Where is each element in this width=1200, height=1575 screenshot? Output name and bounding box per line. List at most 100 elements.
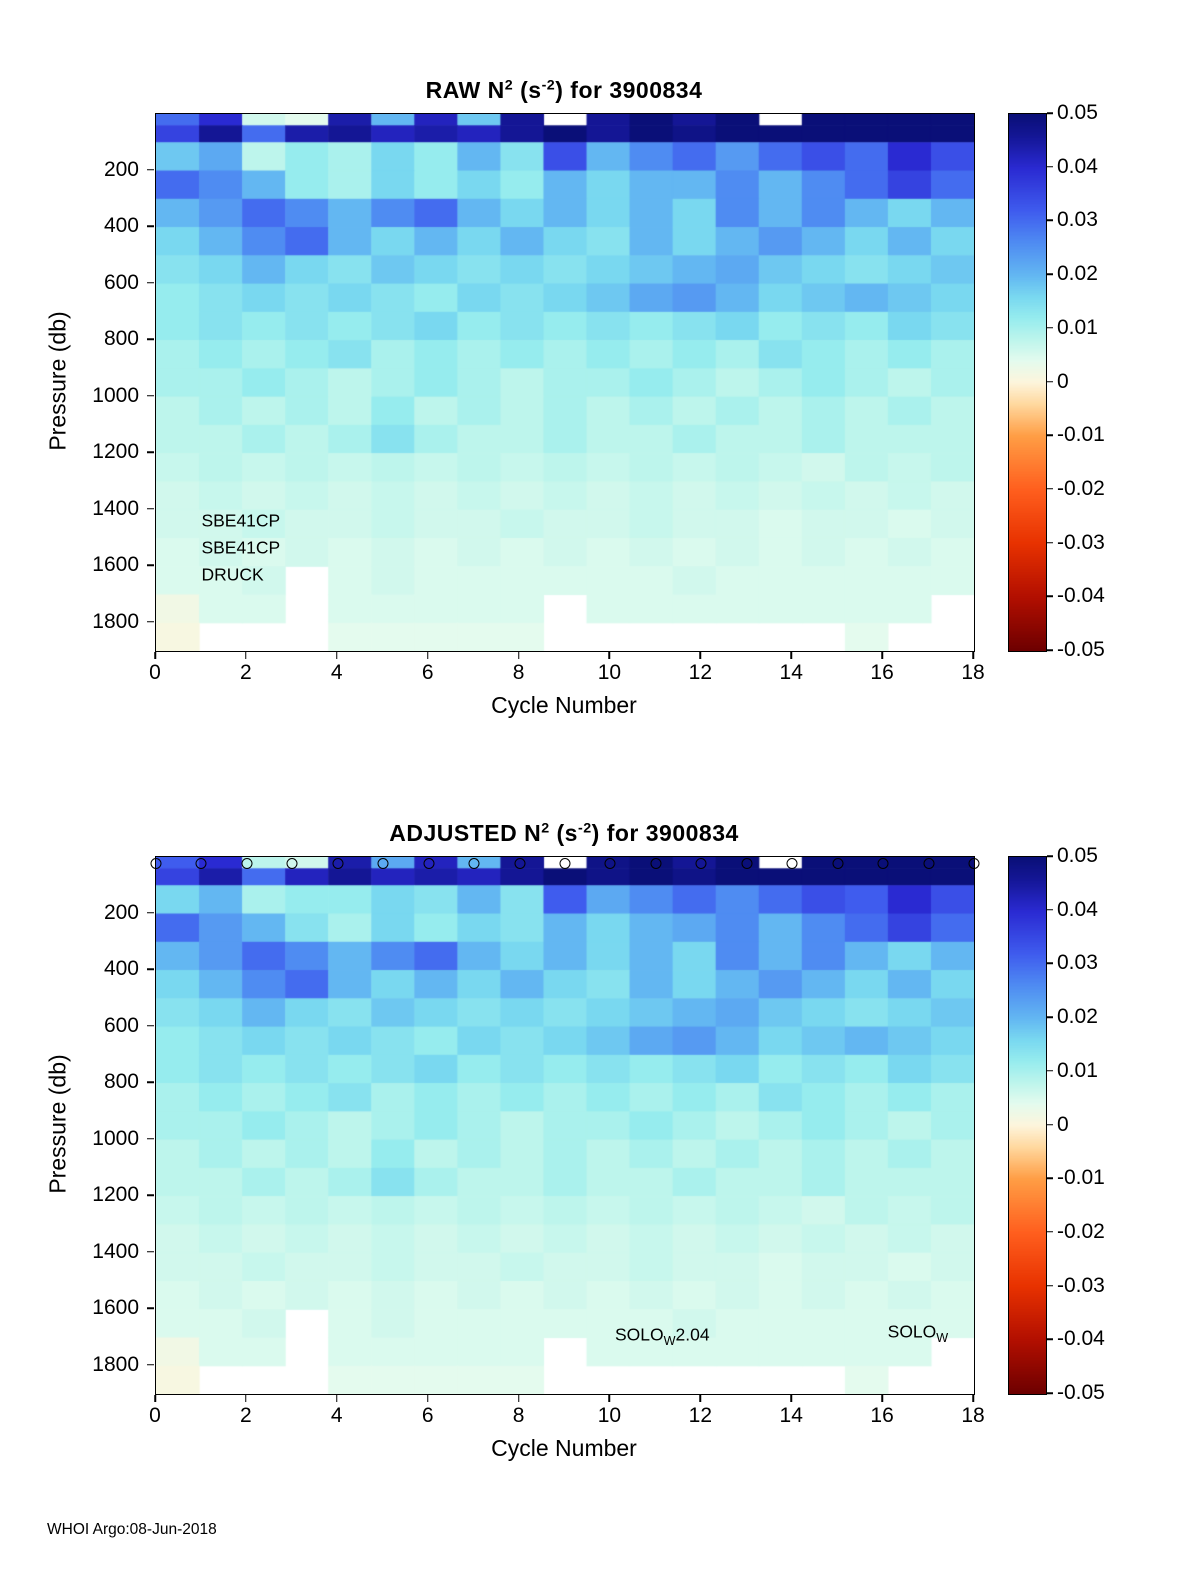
colorbar-tick-mark <box>1047 1392 1053 1394</box>
title-text: ) for 3900834 <box>591 820 739 846</box>
plot-annotation: SBE41CP <box>201 510 280 531</box>
annotation-text: SOLO <box>887 1321 937 1342</box>
colorbar-tick-mark <box>1047 962 1053 965</box>
colorbar-tick-mark <box>1047 380 1053 383</box>
y-tick-mark <box>147 968 154 970</box>
x-tick-label: 8 <box>512 661 525 684</box>
colorbar-tick-label: 0.02 <box>1057 262 1098 286</box>
colorbar-tick-label: 0 <box>1057 369 1069 393</box>
x-tick-mark <box>426 1395 429 1402</box>
cycle-marker-circle <box>241 858 253 869</box>
y-tick-label: 1200 <box>92 1183 139 1207</box>
colorbar-tick-mark <box>1047 434 1053 436</box>
x-tick-label: 12 <box>688 661 713 684</box>
x-tick-mark <box>154 652 156 659</box>
x-tick-label: 16 <box>870 661 894 684</box>
annotation-subscript: W <box>936 1330 949 1345</box>
cycle-marker-circle <box>286 858 298 869</box>
title-text: ) for 3900834 <box>555 77 703 103</box>
colorbar-tick-labels: 0.05 0.04 0.03 0.02 0.01 0 -0.01 -0.02 -0.03 -0.0… <box>1047 844 1127 1404</box>
annotation-text: SBE41CP <box>201 510 281 531</box>
y-axis-label: Pressure (db) <box>44 1054 71 1194</box>
colorbar-tick-label: 0.03 <box>1057 951 1098 975</box>
x-tick-label: 12 <box>688 1404 713 1427</box>
title-superscript: -2 <box>541 77 556 94</box>
title-text: RAW N <box>425 77 505 103</box>
y-tick-mark <box>147 1250 154 1253</box>
x-tick-mark <box>699 652 702 659</box>
title-text: ADJUSTED N <box>389 820 542 846</box>
colorbar-tick-label: -0.03 <box>1057 1273 1105 1297</box>
x-tick-label: 10 <box>597 1404 622 1427</box>
x-tick-mark <box>790 1395 792 1402</box>
colorbar-tick-mark <box>1047 273 1053 275</box>
colorbar-tick-label: 0.05 <box>1057 844 1098 867</box>
cycle-marker-circle <box>377 858 389 869</box>
colorbar-tick-label: 0.01 <box>1057 315 1098 339</box>
colorbar-tick-label: -0.01 <box>1057 423 1105 447</box>
y-tick-label: 1800 <box>92 609 139 633</box>
colorbar-tick-mark <box>1047 1123 1053 1126</box>
y-axis-ticks: 200 400 600 800 1000 1200 1400 1600 1800 <box>0 856 155 1393</box>
colorbar-tick-mark <box>1047 541 1053 544</box>
colorbar-tick-labels: 0.05 0.04 0.03 0.02 0.01 0 -0.01 -0.02 -0.03 -0.0… <box>1047 101 1127 661</box>
title-text: (s <box>513 77 542 103</box>
cycle-marker-circle <box>923 858 935 869</box>
y-axis-ticks: 200 400 600 800 1000 1200 1400 1600 1800 <box>0 113 155 650</box>
x-tick-label: 6 <box>421 661 434 684</box>
y-tick-mark <box>147 911 154 914</box>
x-tick-mark <box>336 1395 338 1402</box>
x-tick-label: 2 <box>240 1404 252 1427</box>
title-superscript: 2 <box>504 77 514 94</box>
x-axis-ticks: 0 2 4 6 8 10 12 14 16 18 <box>149 1395 985 1439</box>
cycle-marker-circle <box>968 858 980 869</box>
y-tick-mark <box>147 1363 154 1366</box>
x-tick-label: 16 <box>870 1404 894 1427</box>
plot-annotation: DRUCK <box>201 564 263 585</box>
y-tick-label: 200 <box>103 157 139 181</box>
colorbar-tick-mark <box>1047 1338 1053 1341</box>
y-tick-label: 200 <box>103 900 139 924</box>
x-tick-mark <box>517 1395 520 1402</box>
y-tick-mark <box>147 168 154 171</box>
x-tick-mark <box>972 1395 974 1402</box>
y-tick-label: 600 <box>103 270 139 294</box>
colorbar-tick-mark <box>1047 855 1053 857</box>
x-tick-mark <box>245 1395 247 1402</box>
title-superscript: 2 <box>541 820 550 837</box>
colorbar-tick-mark <box>1047 165 1053 168</box>
x-axis-ticks: 0 2 4 6 8 10 12 14 16 18 <box>149 652 985 696</box>
x-tick-label: 4 <box>330 1404 343 1427</box>
colorbar-tick-mark <box>1047 649 1053 651</box>
y-tick-label: 1200 <box>92 440 139 464</box>
colorbar-tick-label: 0.02 <box>1057 1005 1098 1029</box>
colorbar-tick-label: 0.04 <box>1057 154 1098 178</box>
cycle-marker-circle <box>650 858 662 869</box>
y-tick-mark <box>147 451 154 453</box>
colorbar-gradient <box>1009 114 1046 651</box>
cycle-marker-circle <box>695 858 707 869</box>
y-tick-mark <box>147 1194 154 1196</box>
y-tick-mark <box>147 338 154 340</box>
colorbar-tick-mark <box>1047 1231 1053 1233</box>
y-tick-label: 1600 <box>92 1296 139 1320</box>
y-tick-label: 400 <box>103 957 139 981</box>
x-tick-mark <box>245 652 247 659</box>
annotations-layer: SBE41CP SBE41CP DRUCK <box>156 114 974 651</box>
plot-annotation: SOLOW <box>888 1321 949 1345</box>
colorbar-tick-label: -0.04 <box>1057 1327 1105 1351</box>
y-tick-mark <box>147 620 154 623</box>
cycle-marker-circle <box>877 858 889 869</box>
annotation-text: 2.04 <box>675 1324 710 1345</box>
y-tick-label: 400 <box>103 214 139 238</box>
x-tick-label: 14 <box>779 1404 803 1427</box>
plot-annotation: SBE41CP <box>201 537 280 558</box>
x-tick-mark <box>426 652 429 659</box>
colorbar-tick-label: 0.03 <box>1057 208 1098 232</box>
colorbar-tick-label: 0.04 <box>1057 897 1098 921</box>
x-tick-mark <box>336 652 338 659</box>
x-tick-label: 6 <box>421 1404 434 1427</box>
cycle-marker-circle <box>786 858 798 869</box>
colorbar-tick-mark <box>1047 112 1053 114</box>
